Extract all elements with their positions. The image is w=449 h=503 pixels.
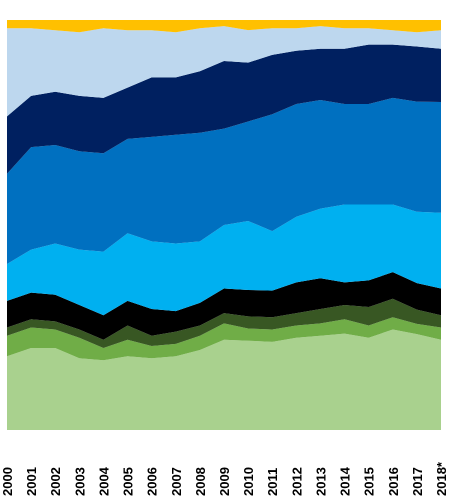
x-tick-label: 2013: [313, 467, 328, 496]
x-tick-label: 2003: [72, 467, 87, 496]
area-series-5: [7, 204, 441, 316]
x-tick-label: 2016: [386, 467, 401, 496]
x-tick-label: 2012: [289, 467, 304, 496]
x-tick-label: 2014: [338, 466, 353, 496]
x-tick-label: 2018*: [434, 461, 449, 496]
x-tick-label: 2011: [265, 468, 280, 496]
x-tick-label: 2007: [169, 467, 184, 496]
area-series-9: [7, 20, 441, 33]
area-series-2: [7, 317, 441, 361]
area-series-7: [7, 44, 441, 174]
area-series-4: [7, 272, 441, 340]
x-tick-label: 2001: [24, 467, 39, 496]
x-tick-label: 2000: [0, 467, 15, 496]
x-tick-label: 2010: [241, 467, 256, 496]
x-tick-label: 2006: [145, 467, 160, 496]
x-tick-label: 2005: [121, 467, 136, 496]
area-series-6: [7, 97, 441, 264]
x-tick-label: 2017: [410, 467, 425, 496]
x-tick-label: 2009: [217, 467, 232, 496]
area-series-8: [7, 26, 441, 117]
x-tick-label: 2015: [362, 467, 377, 496]
area-series-1: [7, 329, 441, 430]
area-series-3: [7, 298, 441, 348]
x-tick-label: 2004: [96, 466, 111, 496]
x-tick-label: 2002: [48, 467, 63, 496]
series-areas: [7, 20, 441, 430]
x-axis-tick-labels: 2000 2001 2002 2003 2004 2005 2006 2007 2008 2009…: [0, 461, 449, 496]
x-tick-label: 2008: [193, 467, 208, 496]
